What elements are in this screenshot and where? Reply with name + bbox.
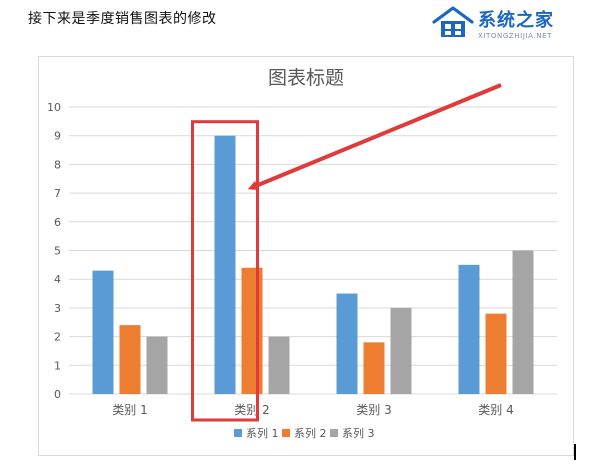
y-tick-label: 3 bbox=[54, 302, 61, 315]
y-tick-label: 5 bbox=[54, 245, 61, 258]
bar-series2-cat4 bbox=[485, 313, 507, 394]
y-axis-ticks: 0 1 2 3 4 5 6 7 8 9 10 bbox=[47, 101, 61, 401]
bar-series3-cat2 bbox=[268, 336, 290, 394]
text-cursor bbox=[574, 444, 576, 460]
y-tick-label: 6 bbox=[54, 216, 61, 229]
y-tick-label: 7 bbox=[54, 187, 61, 200]
bar-series2-cat3 bbox=[363, 342, 385, 394]
y-tick-label: 1 bbox=[54, 359, 61, 372]
legend-swatch bbox=[282, 429, 290, 437]
bar-series3-cat4 bbox=[512, 250, 534, 394]
legend-label: 系列 3 bbox=[342, 426, 375, 440]
bar-series3-cat3 bbox=[390, 307, 412, 394]
legend-label: 系列 1 bbox=[246, 426, 279, 440]
legend: 系列 1 系列 2 系列 3 bbox=[234, 426, 375, 440]
highlight-arrow bbox=[247, 83, 502, 191]
x-tick-label: 类别 4 bbox=[478, 403, 513, 417]
bar-series1-cat3 bbox=[336, 293, 358, 394]
x-tick-label: 类别 3 bbox=[356, 403, 391, 417]
chart-title: 图表标题 bbox=[268, 67, 344, 89]
y-tick-label: 2 bbox=[54, 331, 61, 344]
y-tick-label: 8 bbox=[54, 158, 61, 171]
bar-series2-cat1 bbox=[119, 325, 141, 394]
legend-swatch bbox=[330, 429, 338, 437]
house-logo-icon bbox=[432, 6, 474, 37]
bar-series1-cat2 bbox=[214, 135, 236, 394]
legend-swatch bbox=[234, 429, 242, 437]
y-tick-label: 0 bbox=[54, 388, 61, 401]
x-tick-label: 类别 2 bbox=[234, 403, 269, 417]
x-tick-label: 类别 1 bbox=[112, 403, 147, 417]
highlight-box bbox=[191, 120, 259, 422]
gridlines bbox=[69, 106, 557, 395]
y-tick-label: 4 bbox=[54, 273, 61, 286]
bar-series1-cat1 bbox=[92, 270, 114, 394]
logo-name: 系统之家 bbox=[478, 10, 554, 31]
x-axis-labels: 类别 1 类别 2 类别 3 类别 4 bbox=[112, 403, 513, 417]
bar-series1-cat4 bbox=[458, 264, 480, 394]
caption-text: 接下来是季度销售图表的修改 bbox=[28, 11, 217, 27]
bars bbox=[92, 135, 534, 394]
bar-series2-cat2 bbox=[241, 267, 263, 394]
logo-subtitle: XITONGZHIJIA.NET bbox=[478, 32, 552, 40]
site-logo: 系统之家 XITONGZHIJIA.NET bbox=[430, 2, 582, 50]
bar-series3-cat1 bbox=[146, 336, 168, 394]
y-tick-label: 9 bbox=[54, 130, 61, 143]
highlight-annotation bbox=[191, 83, 502, 422]
y-tick-label: 10 bbox=[47, 101, 61, 114]
legend-label: 系列 2 bbox=[294, 426, 327, 440]
